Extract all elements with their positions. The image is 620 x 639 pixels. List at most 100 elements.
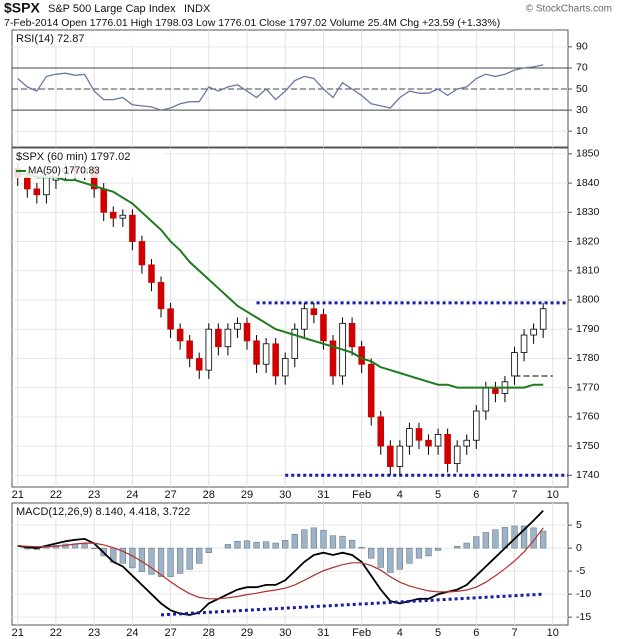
x-tick-label: 7: [511, 627, 517, 639]
x-tick-label: 30: [279, 489, 291, 501]
candle-body: [396, 445, 404, 467]
x-tick-label: 24: [126, 489, 138, 501]
histogram-bar: [434, 547, 442, 551]
histogram-bar: [177, 547, 184, 574]
candle-body: [224, 328, 232, 348]
histogram-bar: [129, 547, 136, 569]
histogram-bar: [157, 547, 165, 577]
histogram-bar: [358, 546, 365, 549]
histogram-bar: [406, 547, 413, 564]
y-tick-label: 1850: [576, 148, 600, 160]
histogram-bar: [463, 542, 470, 549]
candle-body: [148, 264, 155, 283]
x-tick-label: 23: [88, 489, 100, 501]
quote: 7-Feb-2014 Open 1776.01 High 1798.03 Low…: [4, 17, 500, 29]
histogram-bar: [196, 547, 203, 564]
histogram-bar: [368, 547, 375, 559]
series-line: [17, 509, 544, 616]
histogram-bar: [377, 547, 384, 568]
candle-body: [281, 358, 289, 377]
panel-title: MACD(12,26,9) 8.140, 4.418, 3.722: [16, 506, 190, 518]
y-tick-label: 50: [576, 83, 588, 95]
y-tick-label: 1820: [576, 235, 600, 247]
y-tick-label: 1770: [576, 381, 600, 393]
histogram-bar: [263, 541, 270, 549]
candle-body: [167, 308, 174, 330]
y-tick-label: 1780: [576, 352, 600, 364]
histogram-bar: [348, 540, 356, 549]
candle-body: [320, 314, 327, 342]
histogram-bar: [253, 541, 260, 549]
y-tick-label: -15: [576, 611, 591, 623]
index-name: S&P 500 Large Cap Index: [48, 3, 176, 15]
candle-body: [329, 340, 337, 377]
histogram-bar: [167, 547, 174, 577]
candle-body: [243, 322, 251, 342]
candle-body: [310, 308, 318, 315]
histogram-bar: [492, 529, 499, 549]
x-tick-label: 31: [317, 627, 329, 639]
y-tick-label: 1760: [576, 411, 600, 423]
legend-box: [14, 150, 164, 178]
candle-body: [348, 322, 356, 348]
y-tick-label: 5: [576, 519, 582, 531]
x-tick-label: 10: [547, 627, 559, 639]
histogram-bar: [520, 525, 528, 549]
y-tick-label: 1800: [576, 294, 600, 306]
candle-body: [119, 214, 127, 219]
candle-body: [186, 340, 193, 359]
exchange: INDX: [184, 3, 211, 15]
candle-body: [253, 340, 260, 365]
panel-frame: [11, 502, 569, 626]
histogram-bar: [482, 532, 489, 549]
histogram-bar: [243, 540, 251, 549]
histogram-bar: [339, 535, 346, 549]
x-tick-label: 31: [317, 489, 329, 501]
symbol: $SPX: [4, 0, 40, 16]
x-tick-label: 22: [50, 627, 62, 639]
histogram-bar: [396, 547, 403, 570]
x-tick-label: 6: [473, 489, 479, 501]
candle-body: [129, 214, 136, 242]
y-tick-label: 1830: [576, 206, 600, 218]
series-line: [17, 64, 544, 111]
candle-body: [367, 363, 375, 418]
trendline: [160, 592, 544, 617]
x-tick-label: 6: [473, 627, 479, 639]
candle-body: [425, 439, 432, 447]
histogram-bar: [454, 546, 461, 549]
candle-body: [444, 433, 451, 465]
candle-body: [463, 439, 471, 447]
histogram-bar: [205, 547, 212, 553]
y-tick-label: 0: [576, 542, 582, 554]
x-tick-label: 22: [50, 489, 62, 501]
candle-body: [291, 328, 299, 359]
y-tick-label: 30: [576, 104, 588, 116]
candle-body: [387, 445, 394, 467]
y-tick-label: 1740: [576, 469, 600, 481]
candle-body: [100, 188, 107, 213]
candle-body: [301, 308, 308, 330]
histogram-bar: [234, 540, 241, 549]
x-tick-label: 23: [88, 627, 100, 639]
panel-title: $SPX (60 min) 1797.02: [16, 151, 130, 163]
histogram-bar: [310, 527, 317, 549]
candle-body: [453, 445, 461, 465]
panel-frame: [11, 147, 569, 488]
candle-body: [473, 410, 480, 441]
x-tick-label: Feb: [352, 627, 371, 639]
candle-body: [33, 188, 41, 196]
histogram-bar: [81, 543, 88, 549]
x-tick-label: 27: [164, 627, 176, 639]
x-tick-label: 5: [435, 627, 441, 639]
histogram-bar: [224, 544, 232, 549]
candle-body: [539, 308, 547, 330]
candle-body: [482, 387, 490, 412]
x-tick-label: 24: [126, 627, 138, 639]
y-tick-label: 1750: [576, 440, 600, 452]
x-tick-label: 4: [397, 489, 403, 501]
x-tick-label: 30: [279, 627, 291, 639]
candle-body: [415, 428, 423, 441]
y-tick-label: 70: [576, 62, 588, 74]
